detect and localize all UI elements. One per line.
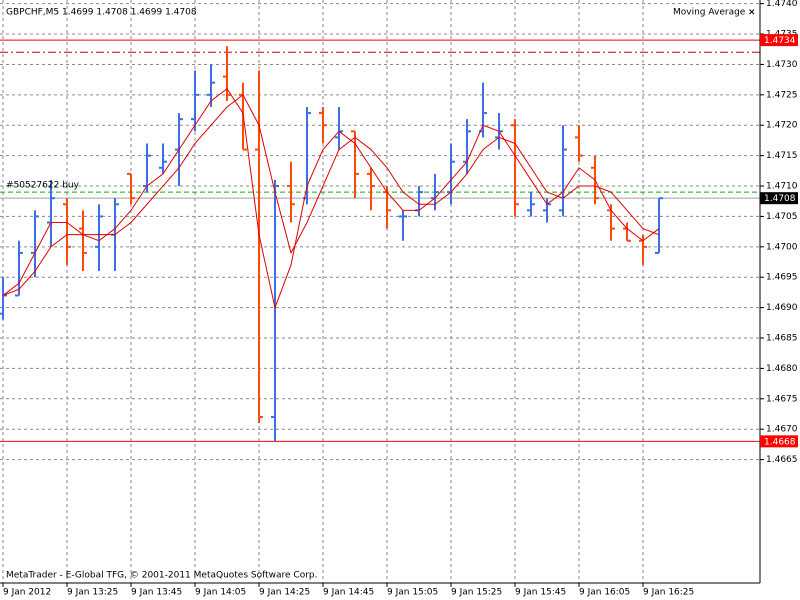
x-tick-label: 9 Jan 2012 — [3, 588, 51, 598]
x-tick-label: 9 Jan 14:25 — [259, 588, 310, 598]
price-tag-label: 1.4708 — [764, 194, 796, 204]
moving-average — [2, 94, 660, 296]
price-tag — [760, 192, 798, 205]
x-tick-label: 9 Jan 14:45 — [323, 588, 374, 598]
price-tag — [760, 435, 798, 448]
y-tick-label: 1.4710 — [766, 182, 798, 192]
price-tag-label: 1.4734 — [764, 36, 796, 46]
y-tick-label: 1.4675 — [766, 394, 798, 404]
indicator-label: Moving Average — [673, 8, 746, 18]
indicator-close[interactable]: × — [748, 8, 756, 18]
y-tick-label: 1.4685 — [766, 334, 798, 344]
y-tick-label: 1.4725 — [766, 90, 798, 100]
y-tick-label: 1.4730 — [766, 60, 798, 70]
moving-average — [2, 88, 660, 310]
order-label: #50527622 buy — [6, 181, 80, 191]
y-tick-label: 1.4740 — [766, 0, 798, 9]
x-tick-label: 9 Jan 13:45 — [131, 588, 182, 598]
y-tick-label: 1.4715 — [766, 151, 798, 161]
price-tag-label: 1.4668 — [764, 437, 796, 447]
x-tick-label: 9 Jan 16:25 — [643, 588, 694, 598]
y-tick-label: 1.4680 — [766, 364, 798, 374]
y-tick-label: 1.4670 — [766, 425, 798, 435]
price-tag — [760, 34, 798, 47]
plot — [0, 39, 760, 442]
x-tick-label: 9 Jan 16:05 — [579, 588, 630, 598]
x-tick-label: 9 Jan 14:05 — [195, 588, 246, 598]
x-tick-label: 9 Jan 13:25 — [67, 588, 118, 598]
y-tick-label: 1.4705 — [766, 212, 798, 222]
y-tick-label: 1.4665 — [766, 455, 798, 465]
y-tick-label: 1.4720 — [766, 121, 798, 131]
grid — [0, 0, 760, 583]
x-tick-label: 9 Jan 15:45 — [515, 588, 566, 598]
y-tick-label: 1.4695 — [766, 273, 798, 283]
footer: MetaTrader - E-Global TFG, © 2001-2011 M… — [6, 571, 318, 581]
chart-title: GBPCHF,M5 1.4699 1.4708 1.4699 1.4708 — [6, 8, 197, 18]
x-tick-label: 9 Jan 15:05 — [387, 588, 438, 598]
y-tick-label: 1.4700 — [766, 242, 798, 252]
x-tick-label: 9 Jan 15:25 — [451, 588, 502, 598]
y-tick-label: 1.4690 — [766, 303, 798, 313]
